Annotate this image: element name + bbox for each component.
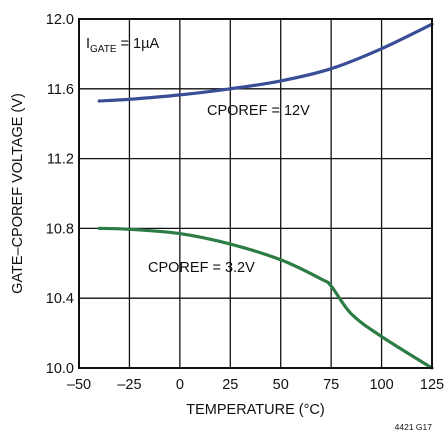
x-tick-label: 0	[176, 377, 184, 393]
series-line-1	[97, 226, 434, 370]
condition-suffix: = 1µA	[117, 36, 160, 52]
x-tick-label: 50	[273, 377, 289, 393]
y-tick-label: 11.6	[47, 82, 74, 98]
y-axis-title: GATE–CPOREF VOLTAGE (V)	[10, 93, 26, 294]
x-tick-labels: –50 –25 0 25 50 75 100 125	[67, 377, 444, 393]
plot-frame	[78, 18, 433, 369]
x-tick-label: –50	[67, 377, 91, 393]
grid	[79, 19, 432, 368]
x-tick-label: 25	[222, 377, 238, 393]
x-tick-label: 100	[369, 377, 393, 393]
series-line-0	[97, 22, 434, 103]
x-axis-title: TEMPERATURE (°C)	[186, 402, 324, 418]
condition-label: IGATE = 1µA	[86, 36, 159, 55]
figure-id: 4421 G17	[395, 422, 433, 432]
condition-prefix: I	[86, 36, 90, 52]
series-group	[97, 22, 434, 370]
y-tick-label: 12.0	[46, 12, 74, 28]
y-tick-label: 10.4	[46, 291, 74, 307]
series-label-cporef-12v: CPOREF = 12V	[207, 103, 310, 119]
condition-subscript: GATE	[90, 44, 117, 55]
x-tick-label: –25	[117, 377, 141, 393]
x-tick-label: 125	[420, 377, 444, 393]
y-tick-label: 10.8	[46, 221, 74, 237]
y-tick-label: 10.0	[46, 361, 74, 377]
y-tick-label: 11.2	[47, 152, 74, 168]
y-tick-labels: 10.0 10.4 10.8 11.2 11.6 12.0	[46, 12, 74, 377]
x-tick-label: 75	[323, 377, 339, 393]
series-label-cporef-3-2v: CPOREF = 3.2V	[148, 260, 255, 276]
